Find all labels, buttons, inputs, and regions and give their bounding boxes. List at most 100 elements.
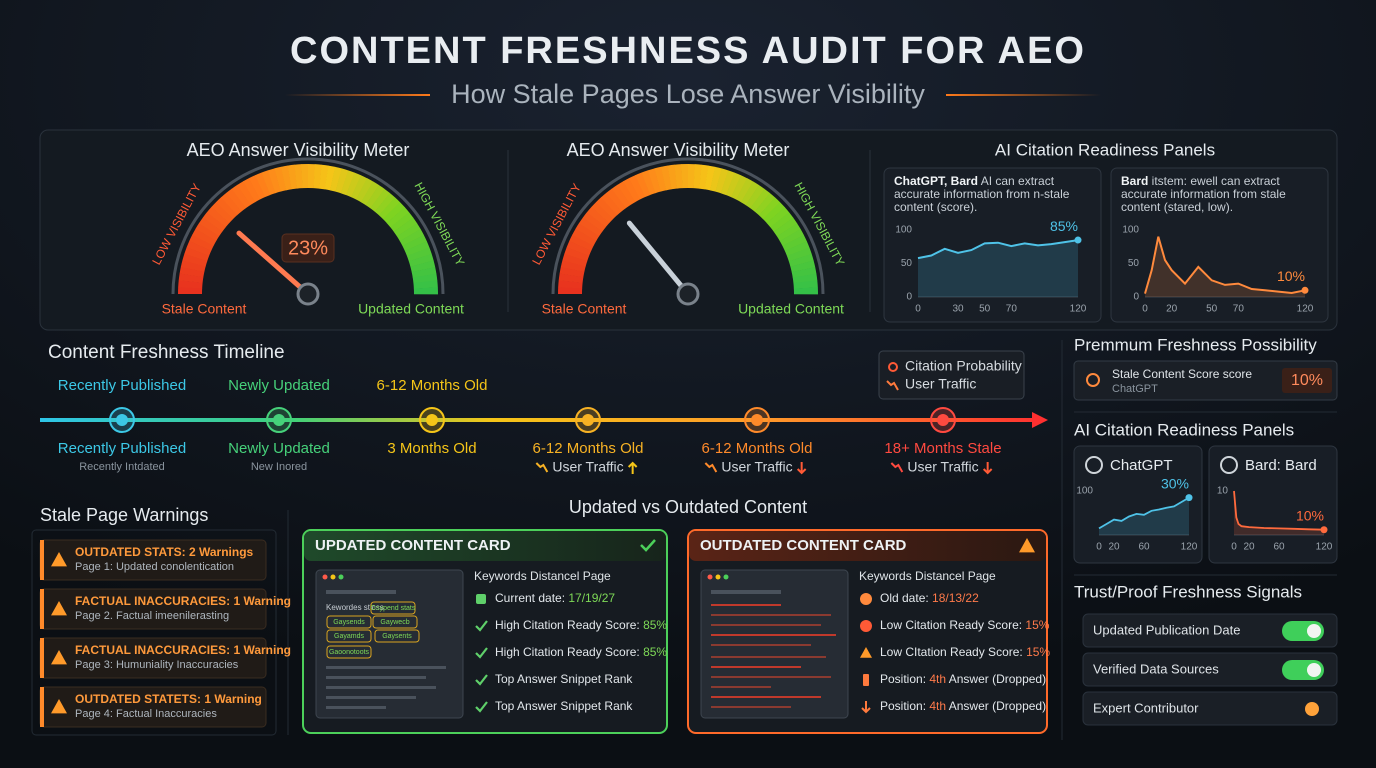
item-icon xyxy=(863,674,869,686)
node xyxy=(116,414,128,426)
brand-icon xyxy=(1085,456,1103,474)
gauge-arc xyxy=(351,175,368,200)
warning-icon xyxy=(51,601,67,616)
text-part: 15% xyxy=(1026,645,1050,659)
section-title: Content Freshness Timeline xyxy=(48,342,285,363)
y-tick-label: 50 xyxy=(901,258,913,269)
gauge-arc xyxy=(189,234,214,251)
gauge-arc xyxy=(709,166,722,192)
x-tick-label: 30 xyxy=(952,304,964,315)
section-title: Trust/Proof Freshness Signals xyxy=(1074,582,1302,601)
x-tick-label: 120 xyxy=(1070,304,1087,315)
title: CONTENT FRESHNESS AUDIT FOR AEO xyxy=(290,30,1086,72)
top-label: Newly Updated xyxy=(228,377,330,394)
gauge-arc xyxy=(382,202,405,224)
gauge-arc xyxy=(413,280,438,289)
gauge-arc xyxy=(378,197,401,220)
gauge-arc xyxy=(693,164,702,189)
warning-sub: Page 1: Updated conolentication xyxy=(75,561,234,573)
mockup-line xyxy=(711,634,836,636)
card-item: Top Answer Snippet Rank xyxy=(495,672,633,686)
text-part: 85% xyxy=(643,618,667,632)
chip xyxy=(326,645,372,659)
gauge-arc xyxy=(790,260,816,273)
text-part: Top Answer Snippet Rank xyxy=(495,672,633,686)
stage-traffic: User Traffic xyxy=(907,459,978,475)
gauge-arc xyxy=(617,181,636,206)
window-dot xyxy=(723,574,729,580)
mini-panel xyxy=(1208,445,1338,564)
x-tick-label: 70 xyxy=(1006,304,1018,315)
card-item: Old date: 18/13/22 xyxy=(880,591,979,605)
x-tick-label: 50 xyxy=(1206,304,1218,315)
signal-row xyxy=(1082,613,1338,648)
gauge-arc xyxy=(793,280,818,289)
gauge-left: Stale Content xyxy=(542,301,627,317)
gauge-arc xyxy=(699,164,709,190)
chart-label: 85% xyxy=(1050,218,1078,234)
text-part: 15% xyxy=(1025,618,1049,632)
gauge-arc xyxy=(558,273,584,283)
gauge-arc xyxy=(647,168,661,194)
warning-sub: Page 4: Factual Inaccuracies xyxy=(75,708,217,720)
gauge-arc xyxy=(360,181,380,206)
line xyxy=(1233,490,1325,531)
card-header xyxy=(689,531,1046,561)
gauge-arc xyxy=(192,228,217,246)
y-tick-label: 10 xyxy=(1217,486,1229,497)
card-item: Low Citation Ready Score: 15% xyxy=(880,618,1050,632)
gauge-arc xyxy=(635,172,651,198)
mockup xyxy=(315,569,464,719)
gauge-arc xyxy=(731,175,748,200)
stage-label: 6-12 Months Old xyxy=(533,440,644,457)
x-tick-label: 20 xyxy=(1166,304,1178,315)
card-item: High Citation Ready Score: 85% xyxy=(495,618,667,632)
window-dot xyxy=(322,574,328,580)
subtitle: How Stale Pages Lose Answer Visibility xyxy=(451,79,925,109)
stage-label: 6-12 Months Old xyxy=(702,440,813,457)
chip xyxy=(372,615,418,629)
premium-label: Stale Content Score score xyxy=(1112,367,1252,381)
toggle-knob xyxy=(1307,663,1321,677)
gauge-arc xyxy=(237,181,256,206)
legend-icon xyxy=(888,362,898,372)
mockup-line xyxy=(711,656,826,658)
card-item: Top Answer Snippet Rank xyxy=(495,699,633,713)
premium-source: ChatGPT xyxy=(1112,383,1158,395)
gauge-arc xyxy=(410,260,436,273)
node xyxy=(582,414,594,426)
end-dot xyxy=(1301,286,1309,294)
chart-label: 30% xyxy=(1161,475,1189,491)
text-part: Position: xyxy=(880,672,929,686)
gauge-arc xyxy=(674,164,683,189)
item-icon xyxy=(860,593,872,605)
card-heading: Keywords Distancel Page xyxy=(859,569,996,583)
panel xyxy=(1110,167,1329,323)
gauge-arc xyxy=(216,197,238,220)
gauge-arc xyxy=(766,207,790,228)
x-tick-label: 60 xyxy=(1138,542,1150,553)
gauge-arc xyxy=(606,188,626,212)
title-rule xyxy=(946,94,1101,96)
card-title: OUTDATED CONTENT CARD xyxy=(700,537,907,554)
top-label: 6-12 Months Old xyxy=(377,377,488,394)
gauge-arc xyxy=(572,228,597,246)
meter-title: AEO Answer Visibility Meter xyxy=(187,140,410,160)
text-part: 17/19/27 xyxy=(568,591,615,605)
gauge-arc xyxy=(586,206,610,228)
text-part: High Citation Ready Score: xyxy=(495,645,643,659)
gauge-arc xyxy=(248,175,266,200)
traffic-icon xyxy=(535,462,549,473)
text-part: Answer (Dropped) xyxy=(946,699,1046,713)
gauge-arc xyxy=(779,229,804,247)
gauge-arc xyxy=(564,247,590,262)
chip-label: Gaysents xyxy=(382,633,412,640)
gauge-arc xyxy=(329,166,342,192)
gauge-arc xyxy=(206,206,230,228)
panel-lead: ChatGPT, Bard xyxy=(894,175,979,188)
gauge-arc xyxy=(274,166,287,192)
gauge-arc xyxy=(560,260,586,273)
x-tick-label: 50 xyxy=(979,304,991,315)
gauge-arc xyxy=(319,164,329,190)
warning-title: FACTUAL INACCURACIES: 1 Warning xyxy=(75,643,291,657)
